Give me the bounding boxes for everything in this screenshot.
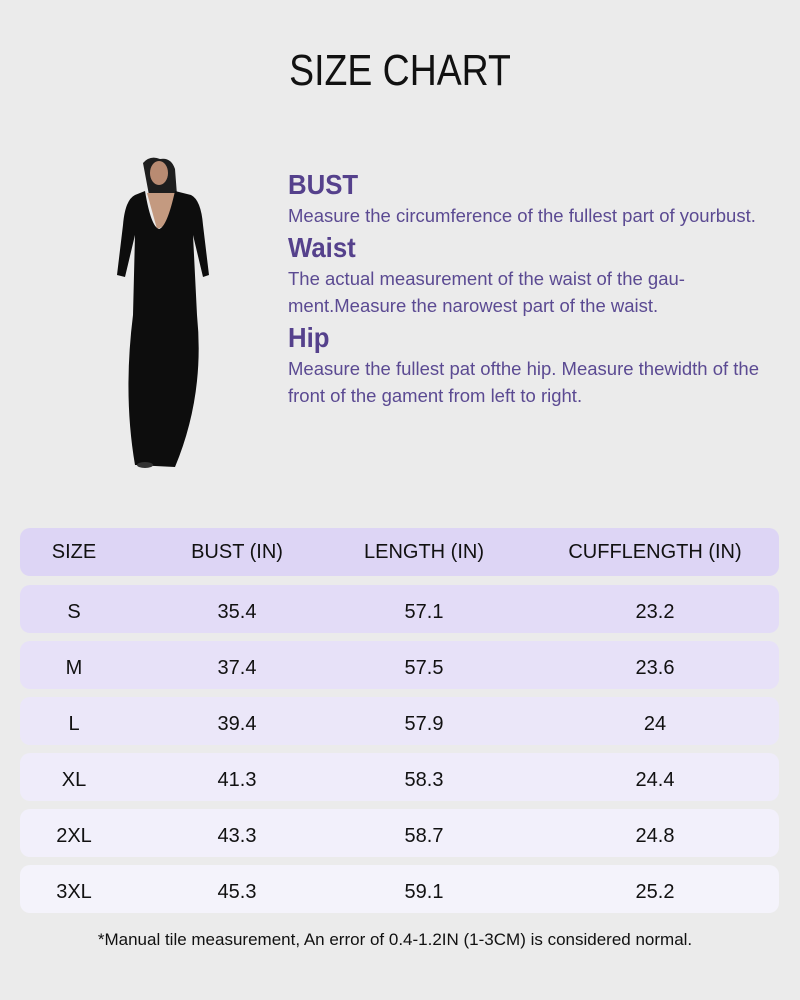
table-row: S 35.4 57.1 23.2 bbox=[20, 585, 779, 633]
waist-heading: Waist bbox=[288, 232, 356, 263]
cell-cufflength: 23.6 bbox=[635, 657, 675, 679]
table-row: 2XL 43.3 58.7 24.8 bbox=[20, 809, 779, 857]
cell-length: 57.9 bbox=[404, 713, 444, 735]
cell-size: 2XL bbox=[56, 825, 92, 847]
header-length: LENGTH (IN) bbox=[364, 541, 484, 563]
cell-cufflength: 25.2 bbox=[635, 881, 675, 903]
cell-length: 58.3 bbox=[404, 769, 444, 791]
header-size: SIZE bbox=[51, 541, 97, 563]
hip-description: Measure the fullest pat ofthe hip. Measu… bbox=[288, 358, 760, 406]
cell-cufflength: 24 bbox=[643, 713, 667, 735]
cell-cufflength: 24.8 bbox=[635, 825, 675, 847]
hip-heading: Hip bbox=[288, 322, 330, 353]
table-row: XL 41.3 58.3 24.4 bbox=[20, 753, 779, 801]
table-header-row: SIZE BUST (IN) LENGTH (IN) CUFFLENGTH (IN) bbox=[20, 528, 779, 576]
cell-size: XL bbox=[61, 769, 87, 791]
cell-length: 57.1 bbox=[404, 601, 444, 623]
cell-bust: 45.3 bbox=[217, 881, 257, 903]
cell-size: L bbox=[68, 713, 80, 735]
cell-length: 59.1 bbox=[404, 881, 444, 903]
cell-size: M bbox=[65, 657, 83, 679]
page-title: SIZE CHART bbox=[289, 46, 511, 95]
bust-heading: BUST bbox=[288, 169, 359, 200]
cell-bust: 35.4 bbox=[217, 601, 257, 623]
cell-bust: 37.4 bbox=[217, 657, 257, 679]
cell-bust: 39.4 bbox=[217, 713, 257, 735]
cell-cufflength: 23.2 bbox=[635, 601, 675, 623]
dress-model-image bbox=[117, 157, 209, 468]
cell-size: 3XL bbox=[56, 881, 92, 903]
table-row: L 39.4 57.9 24 bbox=[20, 697, 779, 745]
measurement-guide: BUST Measure the circumference of the fu… bbox=[288, 168, 778, 411]
cell-length: 58.7 bbox=[404, 825, 444, 847]
header-bust: BUST (IN) bbox=[191, 541, 283, 563]
cell-bust: 43.3 bbox=[217, 825, 257, 847]
table-row: M 37.4 57.5 23.6 bbox=[20, 641, 779, 689]
cell-size: S bbox=[67, 601, 81, 623]
cell-cufflength: 24.4 bbox=[635, 769, 675, 791]
bust-description: Measure the circumference of the fullest… bbox=[288, 205, 756, 226]
table-row: 3XL 45.3 59.1 25.2 bbox=[20, 865, 779, 913]
waist-description: The actual measurement of the waist of t… bbox=[288, 268, 685, 316]
footnote: *Manual tile measurement, An error of 0.… bbox=[97, 930, 693, 949]
cell-bust: 41.3 bbox=[217, 769, 257, 791]
header-cufflength: CUFFLENGTH (IN) bbox=[568, 541, 742, 563]
cell-length: 57.5 bbox=[404, 657, 444, 679]
